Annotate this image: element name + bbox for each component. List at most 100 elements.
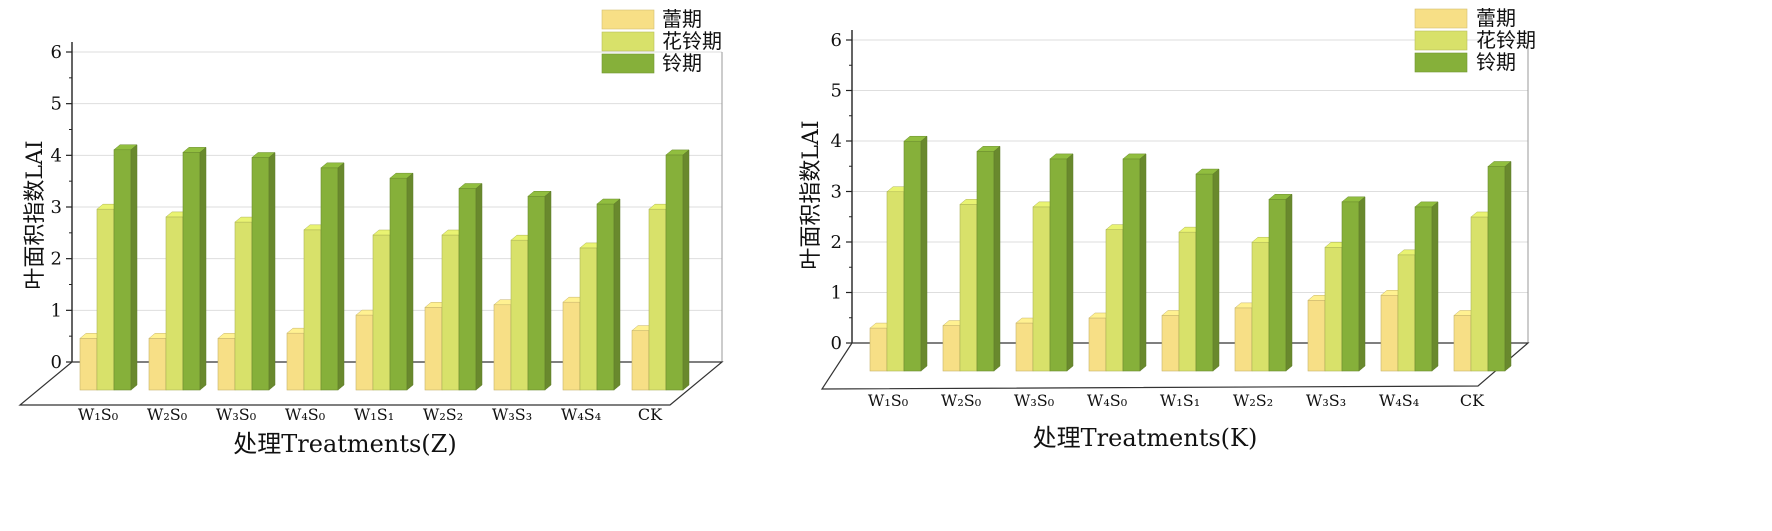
bar (148, 338, 167, 391)
bar (458, 188, 477, 391)
bar (959, 204, 978, 372)
bar (113, 149, 132, 391)
x-tick-label: W₂S₂ (1233, 391, 1273, 410)
bar (1049, 158, 1068, 372)
x-tick-label: W₁S₀ (78, 405, 118, 424)
y-tick-label: 4 (51, 145, 62, 166)
bar (976, 151, 995, 372)
bar (286, 332, 305, 391)
x-tick-label: W₂S₀ (147, 405, 187, 424)
y-axis-title: 叶面积指数LAI (23, 140, 48, 289)
chart-panel-left: 0 1 2 3 4 5 6 W₁S₀ W₂S₀ W₃S₀ W₄S₀ W₁S₁ W₂S₂ W₃S₃ W₄S₄ C… (18, 7, 724, 458)
x-tick-label: W₄S₀ (285, 405, 325, 424)
bar (903, 140, 922, 372)
y-tick-label: 3 (831, 182, 842, 203)
bar (165, 216, 184, 391)
x-tick-label: W₃S₀ (1014, 391, 1054, 410)
bar-side (337, 162, 345, 391)
bar (869, 327, 888, 372)
floor-plane (820, 342, 1530, 390)
x-tick-label: W₃S₃ (1306, 391, 1346, 410)
bar (1397, 254, 1416, 372)
legend-swatch (601, 9, 655, 30)
x-tick-label: W₁S₁ (1160, 391, 1200, 410)
y-tick-label: 5 (51, 94, 62, 115)
x-tick-label: W₂S₂ (423, 405, 463, 424)
bar (579, 247, 598, 391)
bar-side (130, 144, 138, 391)
bar (1268, 199, 1287, 372)
bar (1470, 216, 1489, 372)
y-tick-label: 5 (831, 81, 842, 102)
legend-swatch (1414, 30, 1468, 51)
bar-side (199, 146, 207, 391)
bar-side (993, 145, 1001, 372)
x-tick-label: W₃S₃ (492, 405, 532, 424)
bar-side (475, 182, 483, 391)
bar (1487, 166, 1506, 372)
bar-side (268, 151, 276, 391)
bar (1414, 206, 1433, 372)
bar (320, 167, 339, 391)
bar (942, 325, 961, 372)
y-tick-label: 2 (831, 232, 842, 253)
bar (1307, 299, 1326, 372)
y-tick-label: 0 (831, 333, 842, 354)
bar (1161, 315, 1180, 372)
bar (562, 301, 581, 391)
bar (1032, 206, 1051, 372)
x-tick-label: W₁S₁ (354, 405, 394, 424)
legend-swatch (1414, 52, 1468, 73)
bar (527, 195, 546, 391)
bar (886, 191, 905, 372)
y-tick-label: 6 (51, 42, 62, 63)
legend-swatch (601, 53, 655, 74)
bar-side (920, 135, 928, 372)
bar (217, 338, 236, 391)
legend-label: 花铃期 (1476, 28, 1536, 52)
bar (596, 203, 615, 391)
bar (251, 157, 270, 391)
bar (1105, 229, 1124, 372)
bar (1195, 173, 1214, 372)
chart-panel-right: 0 1 2 3 4 5 6 W₁S₀ W₂S₀ W₃S₀ W₄S₀ W₁S₁ W₂S₂ W₃S₃ W₄S₄ C… (799, 6, 1536, 452)
bar (441, 234, 460, 391)
bar (234, 221, 253, 391)
bar-side (406, 172, 414, 391)
bar (1088, 317, 1107, 372)
x-tick-label: W₄S₄ (561, 405, 601, 424)
bar-side (613, 198, 621, 391)
bar (1122, 158, 1141, 372)
bar (493, 304, 512, 391)
y-tick-label: 1 (51, 300, 62, 321)
legend-swatch (601, 31, 655, 52)
bar (1341, 201, 1360, 372)
legend-label: 蕾期 (1476, 6, 1516, 30)
x-tick-label: W₁S₀ (868, 391, 908, 410)
bar (1324, 246, 1343, 372)
bar (1015, 322, 1034, 372)
bar (389, 177, 408, 391)
legend-label: 铃期 (662, 51, 702, 75)
bar-side (1285, 193, 1293, 372)
y-tick-label: 6 (831, 30, 842, 51)
x-tick-label: W₄S₄ (1379, 391, 1419, 410)
legend-label: 花铃期 (662, 29, 722, 53)
bar (648, 208, 667, 391)
legend-label: 蕾期 (662, 7, 702, 31)
bar (182, 152, 201, 391)
bar (424, 307, 443, 391)
bar (510, 239, 529, 391)
bar (96, 208, 115, 391)
legend-swatch (1414, 8, 1468, 29)
bar (1380, 294, 1399, 372)
x-tick-label: CK (1460, 391, 1485, 410)
bar-side (1139, 153, 1147, 372)
legend-label: 铃期 (1476, 50, 1516, 74)
bar-side (544, 190, 552, 391)
bar (372, 234, 391, 391)
y-tick-label: 4 (831, 131, 842, 152)
bar-side (1431, 201, 1439, 372)
bar (79, 338, 98, 391)
bar-side (682, 149, 690, 391)
